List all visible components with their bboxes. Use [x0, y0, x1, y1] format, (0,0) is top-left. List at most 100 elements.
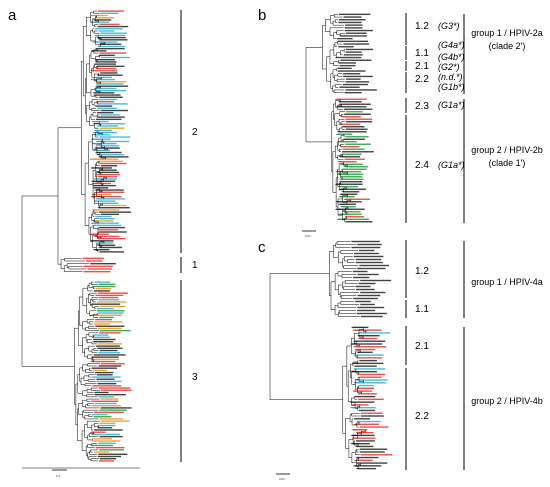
leaf-label: [340, 146, 360, 148]
leaf-label: [91, 360, 116, 363]
leaf-label: [91, 431, 106, 433]
panel-c-letter: c: [258, 239, 266, 256]
leaf-label: [100, 398, 119, 400]
leaf-label: [344, 29, 373, 32]
leaf-label: [91, 367, 117, 369]
leaf-label: [342, 191, 360, 193]
leaf-label: [98, 36, 126, 39]
leaf-label: [98, 327, 122, 330]
leaf-label: [93, 193, 112, 196]
leaf-label: [342, 73, 361, 75]
leaf-label: [343, 43, 370, 45]
leaf-label: [96, 65, 125, 68]
leaf-label: [357, 267, 386, 270]
leaf-label: [345, 32, 367, 34]
leaf-label: [355, 459, 373, 462]
leaf-label: [352, 437, 376, 439]
leaf-label: [96, 34, 126, 37]
leaf-label: [100, 420, 130, 422]
leaf-label: [93, 182, 111, 185]
leaf-label: [94, 281, 111, 283]
leaf-label: [99, 316, 114, 319]
leaf-label: [98, 244, 116, 246]
leaf-label: [95, 189, 124, 191]
leaf-label: [339, 86, 360, 88]
leaf-label: [92, 285, 116, 288]
leaf-label: [91, 167, 112, 169]
leaf-label: [91, 240, 114, 242]
leaf-label: [95, 105, 113, 107]
scale-label-b: 0.01: [305, 234, 311, 238]
leaf-label: [96, 242, 114, 244]
leaf-label: [344, 27, 363, 29]
leaf-label: [94, 321, 123, 323]
leaf-label: [98, 312, 124, 314]
leaf-label: [359, 384, 374, 387]
leaf-label: [95, 288, 112, 290]
leaf-label: [96, 47, 125, 50]
leaf-label: [353, 362, 384, 365]
leaf-label: [95, 325, 125, 327]
tree-b: [305, 13, 377, 223]
leaf-label: [93, 184, 116, 187]
leaf-label: [94, 63, 117, 65]
leaf-label: [339, 64, 356, 67]
leaf-label: [343, 75, 373, 78]
leaf-label: [99, 156, 129, 158]
leaf-label: [91, 303, 121, 305]
leaf-label: [352, 270, 368, 273]
leaf-label: [357, 306, 385, 309]
leaf-label: [100, 202, 119, 204]
leaf-label: [345, 24, 363, 26]
leaf-label: [357, 387, 375, 390]
leaf-label: [98, 45, 126, 48]
scale-label-c: 0.01: [279, 477, 285, 481]
leaf-label: [354, 354, 384, 356]
leaf-label: [360, 315, 383, 318]
leaf-label: [339, 203, 356, 205]
leaf-label: [93, 131, 118, 134]
leaf-label: [357, 273, 379, 276]
leaf-label: [100, 72, 118, 74]
leaf-label: [93, 334, 109, 336]
leaf-label: [338, 141, 357, 143]
leaf-label: [343, 16, 362, 18]
leaf-label: [82, 257, 104, 260]
leaf-label: [337, 67, 352, 70]
leaf-label: [359, 264, 390, 267]
leaf-label: [98, 387, 131, 389]
leaf-label: [97, 231, 127, 233]
leaf-label: [338, 173, 364, 175]
leaf-label: [92, 138, 111, 140]
leaf-label: [97, 382, 117, 385]
leaf-label: [91, 195, 122, 198]
leaf-label: [93, 354, 126, 356]
leaf-label: [94, 220, 114, 222]
leaf-label: [95, 215, 112, 218]
leaf-label: [355, 261, 383, 264]
leaf-label: [100, 213, 119, 216]
leaf-label: [96, 380, 122, 383]
leaf-label: [360, 454, 393, 456]
leaf-label: [96, 83, 124, 85]
leaf-label: [359, 451, 385, 453]
leaf-label: [355, 258, 382, 261]
leaf-label: [93, 41, 118, 43]
group-label-b-2-clade: (clade 1'): [489, 158, 526, 168]
clade-label-c-2-2: 2.2: [415, 411, 429, 422]
leaf-label: [357, 351, 373, 354]
leaf-label: [94, 393, 126, 396]
leaf-label: [97, 112, 114, 114]
leaf-label: [98, 352, 121, 354]
leaf-label: [98, 442, 116, 444]
leaf-label: [92, 180, 116, 182]
leaf-label: [96, 310, 125, 312]
leaf-label: [92, 358, 120, 361]
leaf-label: [345, 78, 361, 80]
clade-label-b-2-3: 2.3: [415, 101, 429, 112]
leaf-label: [342, 148, 365, 150]
leaf-label: [342, 126, 365, 128]
leaf-label: [92, 78, 115, 81]
leaf-label: [359, 337, 378, 340]
leaf-label: [97, 116, 125, 118]
